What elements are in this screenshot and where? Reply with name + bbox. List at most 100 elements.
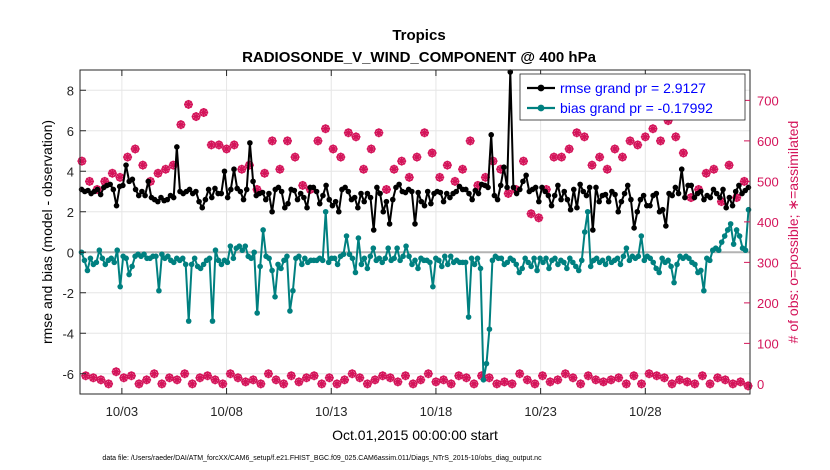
legend-box [519,73,746,121]
rmse-point [421,202,428,209]
bias-point [379,259,386,266]
bias-point [444,261,451,268]
rmse-point [494,196,501,203]
bias-point [111,259,118,266]
obs-assimilated-marker [637,379,647,389]
bias-point [486,326,493,333]
rmse-point [259,189,266,196]
rmse-point [123,162,129,168]
rmse-point [212,185,218,192]
y-tick-label-right: 300 [757,255,779,270]
obs-assimilated-marker [370,375,380,385]
bias-point [278,265,284,272]
bias-point [334,261,341,268]
bias-point [439,263,445,270]
bias-point [319,257,326,264]
rmse-point [132,186,139,193]
obs-assimilated-marker [214,140,224,150]
obs-assimilated-marker [149,369,159,379]
bias-point [102,261,109,268]
rmse-point [443,190,450,197]
obs-assimilated-marker [397,156,407,166]
obs-assimilated-marker [389,164,399,174]
rmse-point [332,198,339,205]
chart-subtitle: RADIOSONDE_V_WIND_COMPONENT @ 400 hPa [242,49,597,66]
rmse-point [107,181,113,188]
rmse-point [386,221,393,227]
obs-assimilated-marker [572,128,582,138]
obs-assimilated-marker [454,371,464,381]
obs-assimilated-marker [522,375,532,385]
obs-assimilated-marker [682,377,692,387]
obs-assimilated-marker [439,375,449,385]
rmse-point [469,196,475,203]
obs-assimilated-marker [138,160,148,170]
rmse-point [415,189,421,196]
rmse-point [199,204,206,211]
bias-point [182,261,189,268]
bias-point [465,314,472,320]
bias-point [620,253,627,260]
bias-point [179,255,186,262]
rmse-point [316,200,323,207]
bias-point [531,255,537,262]
bias-point [718,239,725,245]
rmse-point [380,208,387,215]
rmse-point [139,188,145,195]
bias-point [331,255,338,262]
rmse-point [275,184,282,191]
bias-point [480,377,487,383]
rmse-point [374,184,380,191]
obs-assimilated-marker [735,377,745,387]
bias-point [355,235,362,241]
rmse-point [647,202,653,209]
bias-point [117,283,123,290]
obs-assimilated-marker [111,367,121,377]
bias-point [581,229,588,235]
rmse-point [351,194,358,201]
obs-assimilated-marker [233,373,243,383]
obs-assimilated-marker [625,136,635,146]
bias-point [257,263,263,270]
obs-assimilated-marker [427,148,437,158]
bias-point [81,257,88,264]
bias-point [614,255,621,262]
rmse-point [596,198,602,205]
obs-assimilated-marker [271,375,281,385]
rmse-point [548,202,555,209]
rmse-point [637,196,644,203]
obs-assimilated-marker [576,379,586,389]
bias-point [412,257,418,264]
rmse-point [282,204,288,211]
rmse-point [97,191,104,198]
rmse-point [135,192,142,199]
rmse-point [301,194,307,201]
obs-assimilated-marker [263,369,273,379]
rmse-point [129,176,136,183]
rmse-point [545,192,552,199]
rmse-point [269,208,275,215]
bias-point [191,255,198,262]
obs-assimilated-marker [290,152,300,162]
bias-point [471,261,478,268]
rmse-point [580,188,587,195]
y-tick-label-left: -6 [62,367,74,382]
x-tick-label: 10/08 [210,404,243,419]
rmse-point [593,184,599,191]
bias-point [653,265,659,272]
bias-point [528,263,534,270]
rmse-point [720,186,726,193]
rmse-point [342,184,348,191]
bias-point [522,255,528,262]
obs-assimilated-marker [614,373,624,383]
obs-assimilated-marker [336,152,346,162]
rmse-point [713,190,720,197]
rmse-point [678,166,685,173]
bias-point [367,253,374,260]
obs-assimilated-marker [183,99,193,109]
bias-point [477,265,484,272]
obs-assimilated-marker [595,152,605,162]
rmse-point [240,196,247,203]
bias-point [516,269,523,276]
bias-point [605,255,612,262]
